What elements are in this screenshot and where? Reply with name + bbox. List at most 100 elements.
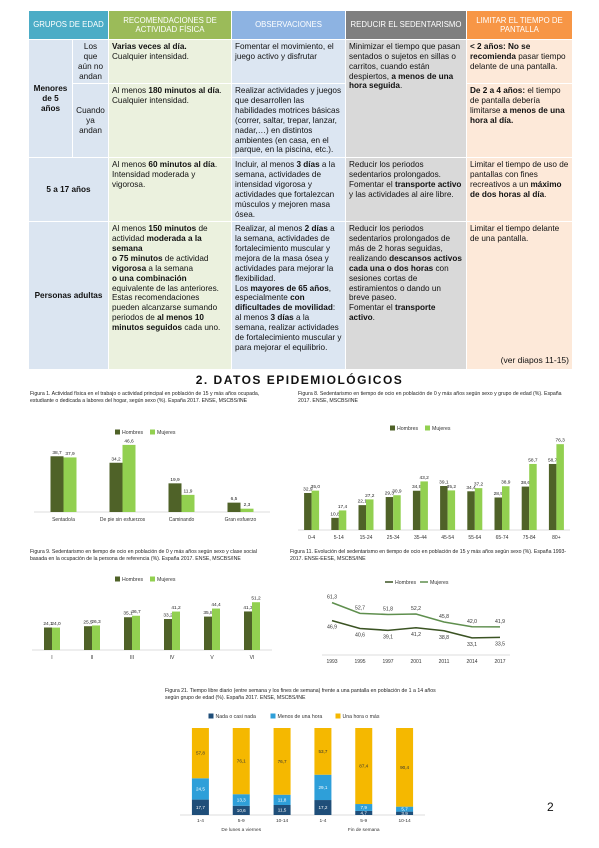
header-cell: REDUCIR EL SEDENTARISMO: [345, 10, 467, 40]
value-label: 44,4: [211, 602, 221, 608]
text-run: Intensidad moderada y vigorosa.: [112, 170, 196, 190]
bar: [502, 486, 510, 530]
x-tick-label: 5-14: [334, 535, 344, 541]
value-label: 17,7: [196, 805, 205, 810]
text-run: .: [544, 189, 547, 199]
legend-swatch: [150, 576, 155, 582]
bar: [92, 625, 100, 650]
bold-run: a menos de una hora seguida: [349, 71, 454, 91]
table-cell: Limitar el tiempo de uso de pantallas co…: [466, 157, 573, 223]
legend-swatch: [115, 429, 120, 435]
value-label: 90,4: [400, 765, 409, 770]
paragraph: Limitar el tiempo delante de una pantall…: [470, 224, 569, 244]
legend-swatch: [390, 425, 395, 431]
paragraph: De 2 a 4 años: el tiempo de pantalla deb…: [470, 86, 569, 125]
legend-label: Hombres: [122, 577, 143, 583]
value-label: 52,7: [355, 605, 365, 611]
bar: [252, 602, 260, 650]
value-label: 7,9: [361, 805, 368, 810]
bar-segment: [355, 804, 373, 811]
text-run: Reducir los periodos sedentarios prolong…: [349, 160, 441, 180]
value-label: 33,5: [495, 641, 505, 647]
paragraph: < 2 años: No se recomienda pasar tiempo …: [470, 42, 569, 72]
value-label: 51,2: [251, 596, 261, 602]
value-label: 3,9: [401, 811, 408, 816]
figure-title: Figura 11. Evolución del sedentarismo en…: [290, 549, 567, 562]
bar: [52, 627, 60, 650]
value-label: 36,7: [131, 609, 141, 615]
value-label: 10,8: [330, 511, 340, 517]
bar: [172, 611, 180, 650]
table-cell: < 2 años: No se recomienda pasar tiempo …: [466, 38, 573, 85]
paragraph: Varias veces al día.: [112, 42, 228, 52]
value-label: 34,2: [111, 456, 121, 462]
bar: [124, 617, 132, 650]
value-label: 43,2: [419, 475, 429, 481]
text-run: con sesiones cortas de estiramientos o d…: [349, 263, 449, 303]
table-cell: Reducir los periodos sedentarios prolong…: [345, 221, 467, 371]
text-run: Al menos: [112, 224, 149, 234]
text-run: a la semana, actividades de fortalecimie…: [235, 224, 335, 283]
bar: [393, 495, 401, 530]
bar: [440, 486, 448, 530]
paragraph: Estas recomendaciones pueden alcanzarse …: [112, 293, 228, 332]
x-tick-label: 80+: [552, 535, 561, 541]
value-label: 26,3: [91, 619, 101, 625]
bar: [412, 490, 421, 530]
table-cell: Al menos 150 minutos de actividad modera…: [108, 221, 232, 371]
legend-label: Nada o casi nada: [216, 714, 256, 720]
bold-run: descansos activos cada una o dos horas: [349, 253, 462, 273]
text-run: Minimizar el tiempo que pasan sentados o…: [349, 42, 461, 81]
bar: [358, 505, 366, 530]
table-cell: Personas adultas: [28, 221, 109, 371]
value-label: 17,2: [318, 805, 327, 810]
value-label: 2,3: [244, 502, 251, 508]
value-label: 38,9: [501, 480, 511, 486]
x-tick-label: 2011: [439, 659, 450, 665]
value-label: 39,1: [439, 480, 449, 486]
text-run: y las actividades al aire libre.: [349, 189, 454, 199]
value-label: 37,9: [65, 451, 75, 457]
paragraph: Minimizar el tiempo que pasan sentados o…: [349, 42, 463, 91]
paragraph: Reducir los periodos sedentarios prolong…: [349, 224, 463, 303]
bar-segment: [191, 778, 209, 800]
text-run: Fomentar el: [349, 180, 395, 190]
bar: [304, 492, 312, 530]
bar: [240, 508, 254, 512]
x-tick-label: 10-14: [276, 818, 289, 824]
value-label: 30,9: [392, 489, 402, 495]
text-run: Cualquier intensidad.: [112, 96, 189, 106]
legend-label: Hombres: [395, 580, 416, 586]
text-run: : al menos: [235, 303, 336, 323]
paragraph: Los mayores de 65 años, especialmente co…: [235, 284, 342, 353]
text-run: .: [399, 81, 403, 91]
text-run: a la semana: [146, 263, 194, 273]
paragraph: Reducir los periodos sedentarios prolong…: [349, 160, 463, 180]
note: (ver diapos 11-15): [500, 355, 569, 365]
value-label: 29,3: [385, 491, 395, 497]
bold-run: Varias veces al día.: [112, 42, 187, 51]
text-run: Fomentar el movimiento, el juego activo …: [235, 42, 334, 61]
text-run: Cualquier intensidad.: [112, 51, 189, 61]
x-tick-label: 25-34: [387, 535, 400, 541]
value-label: 42,0: [467, 619, 477, 625]
text-run: de actividad: [112, 224, 208, 244]
legend-label: Hombres: [122, 430, 143, 436]
bar: [44, 627, 52, 650]
value-label: 76,7: [278, 759, 287, 764]
legend-swatch: [150, 429, 155, 435]
table-cell: Menores de 5 años: [28, 38, 73, 159]
x-tick-label: 1997: [382, 659, 393, 665]
value-label: 11,9: [184, 488, 193, 494]
value-label: 5,7: [401, 807, 408, 812]
text-run: .: [372, 313, 375, 323]
x-tick-label: 35-44: [414, 535, 427, 541]
figure-title: Figura 9. Sedentarismo en tiempo de ocio…: [30, 549, 257, 562]
bar-segment: [396, 728, 414, 807]
bar: [168, 483, 182, 512]
paragraph: Incluir, al menos 3 días a la semana, ac…: [235, 160, 342, 219]
x-tick-label: V: [210, 655, 214, 661]
value-label: 11,8: [278, 797, 287, 802]
value-label: 17,4: [338, 504, 348, 510]
